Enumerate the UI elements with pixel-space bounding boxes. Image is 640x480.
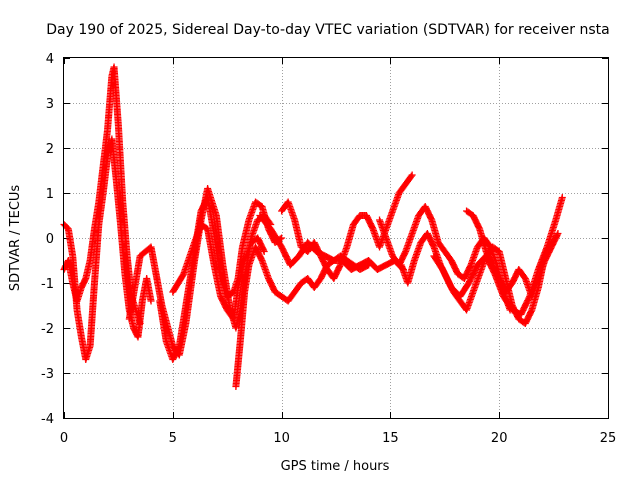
data-point bbox=[260, 248, 268, 255]
data-point bbox=[260, 246, 268, 254]
x-axis-label: GPS time / hours bbox=[281, 459, 390, 474]
plot-frame bbox=[63, 57, 609, 419]
x-tick-label: 25 bbox=[600, 431, 617, 446]
data-point bbox=[147, 297, 155, 305]
data-point bbox=[554, 230, 562, 237]
data-point bbox=[408, 171, 416, 179]
chart-title: Day 190 of 2025, Sidereal Day-to-day VTE… bbox=[46, 22, 609, 38]
y-tick-label: -2 bbox=[41, 322, 54, 337]
series-8 bbox=[278, 171, 416, 282]
y-tick-label: -1 bbox=[41, 277, 54, 292]
data-point bbox=[407, 172, 415, 180]
x-tick-label: 20 bbox=[491, 431, 508, 446]
series-2 bbox=[60, 135, 155, 363]
axis-ticks: 0 5 10 15 20 25 -4 -3 -2 -1 0 1 2 3 4 bbox=[41, 52, 616, 446]
x-tick-label: 15 bbox=[382, 431, 399, 446]
y-tick-label: 0 bbox=[46, 232, 54, 247]
series-9 bbox=[376, 203, 514, 314]
y-tick-label: 2 bbox=[46, 142, 54, 157]
y-tick-label: 3 bbox=[46, 97, 54, 112]
data-point bbox=[558, 194, 566, 201]
x-tick-label: 5 bbox=[169, 431, 177, 446]
y-tick-label: 4 bbox=[46, 52, 54, 67]
x-tick-label: 10 bbox=[273, 431, 290, 446]
y-axis-label: SDTVAR / TECUs bbox=[8, 185, 23, 292]
series-12 bbox=[463, 207, 562, 300]
y-tick-label: 1 bbox=[46, 187, 54, 202]
y-tick-label: -4 bbox=[41, 412, 54, 427]
data-point bbox=[553, 231, 561, 239]
data-points bbox=[60, 63, 566, 390]
series-5 bbox=[169, 221, 268, 323]
x-tick-label: 0 bbox=[60, 431, 68, 446]
grid bbox=[64, 58, 608, 418]
y-tick-label: -3 bbox=[41, 367, 54, 382]
